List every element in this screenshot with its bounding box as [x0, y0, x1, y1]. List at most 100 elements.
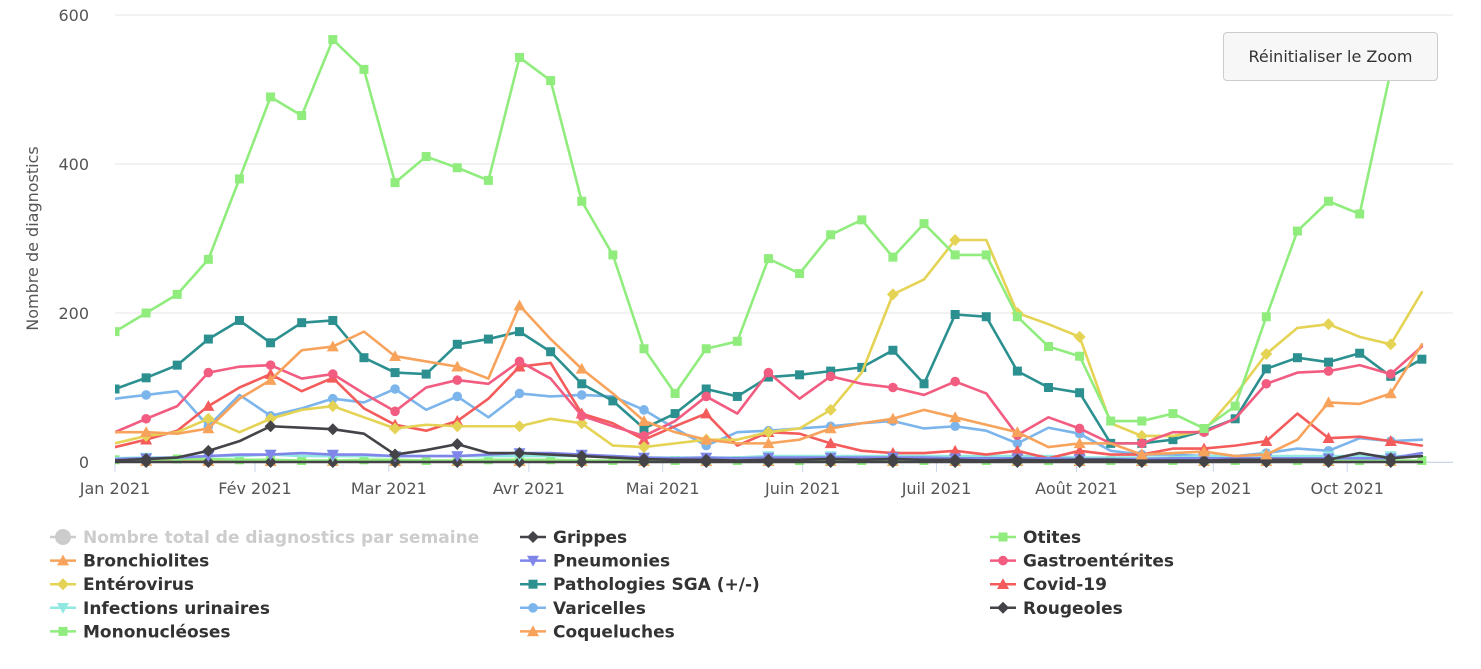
data-point[interactable]	[513, 447, 526, 460]
data-point[interactable]	[140, 453, 153, 466]
data-point[interactable]	[1355, 348, 1365, 358]
data-point[interactable]	[1322, 453, 1335, 466]
data-point[interactable]	[1073, 330, 1086, 343]
legend-item[interactable]: Varicelles	[520, 599, 646, 619]
data-point[interactable]	[637, 415, 650, 426]
data-point[interactable]	[452, 339, 462, 349]
data-point[interactable]	[141, 308, 151, 318]
data-point[interactable]	[513, 299, 526, 311]
data-point[interactable]	[1260, 347, 1273, 360]
data-point[interactable]	[297, 111, 307, 121]
data-point[interactable]	[950, 309, 960, 319]
data-point[interactable]	[608, 396, 618, 406]
data-point[interactable]	[826, 230, 836, 240]
legend-item[interactable]: Entérovirus	[50, 575, 194, 595]
data-point[interactable]	[1198, 445, 1211, 457]
data-point[interactable]	[701, 344, 711, 354]
series-line[interactable]	[115, 238, 1424, 449]
data-point[interactable]	[1137, 438, 1147, 449]
data-point[interactable]	[141, 373, 151, 383]
data-point[interactable]	[1199, 423, 1209, 433]
data-point[interactable]	[203, 254, 213, 264]
data-point[interactable]	[763, 367, 774, 378]
data-point[interactable]	[639, 344, 649, 354]
data-point[interactable]	[1292, 226, 1302, 236]
data-point[interactable]	[824, 403, 837, 416]
data-point[interactable]	[1075, 351, 1085, 361]
data-point[interactable]	[795, 370, 805, 380]
data-point[interactable]	[202, 412, 215, 425]
data-point[interactable]	[234, 174, 244, 184]
legend-item[interactable]: Grippes	[520, 528, 627, 548]
data-point[interactable]	[451, 420, 464, 433]
data-point[interactable]	[700, 453, 713, 466]
data-point[interactable]	[1135, 429, 1148, 442]
legend-item[interactable]: Pneumonies	[520, 552, 670, 572]
data-point[interactable]	[202, 400, 215, 411]
legend-item[interactable]: Nombre total de diagnostics par semaine	[50, 528, 479, 548]
data-point[interactable]	[1168, 435, 1178, 445]
reset-zoom-button[interactable]: Réinitialiser le Zoom	[1223, 32, 1438, 81]
data-point[interactable]	[1106, 416, 1116, 426]
legend-item[interactable]: Bronchiolites	[50, 552, 209, 572]
data-point[interactable]	[389, 422, 402, 435]
data-point[interactable]	[886, 288, 899, 301]
data-point[interactable]	[326, 400, 339, 413]
data-point[interactable]	[575, 417, 588, 430]
data-point[interactable]	[949, 453, 962, 466]
legend-item[interactable]: Pathologies SGA (+/-)	[520, 575, 760, 595]
data-point[interactable]	[421, 369, 431, 379]
data-point[interactable]	[1012, 366, 1022, 376]
data-point[interactable]	[483, 334, 493, 344]
data-point[interactable]	[637, 453, 650, 466]
data-point[interactable]	[359, 64, 369, 74]
data-point[interactable]	[763, 254, 773, 264]
series-line[interactable]	[115, 38, 1393, 430]
data-point[interactable]	[297, 318, 307, 328]
data-point[interactable]	[483, 455, 493, 465]
data-point[interactable]	[577, 196, 587, 206]
data-point[interactable]	[359, 455, 369, 465]
data-point[interactable]	[326, 449, 339, 461]
data-point[interactable]	[1198, 454, 1211, 467]
data-point[interactable]	[326, 340, 339, 352]
data-point[interactable]	[141, 413, 151, 424]
data-point[interactable]	[826, 366, 836, 376]
data-point[interactable]	[202, 422, 215, 434]
data-point[interactable]	[1168, 409, 1178, 419]
data-point[interactable]	[732, 336, 742, 346]
data-point[interactable]	[1260, 448, 1273, 460]
legend-item[interactable]: Infections urinaires	[50, 599, 270, 619]
data-point[interactable]	[389, 448, 402, 461]
data-point[interactable]	[172, 289, 182, 299]
data-point[interactable]	[886, 412, 899, 424]
data-point[interactable]	[1322, 318, 1335, 331]
data-point[interactable]	[111, 327, 120, 337]
data-point[interactable]	[949, 411, 962, 423]
data-point[interactable]	[264, 449, 277, 461]
data-point[interactable]	[328, 393, 338, 404]
data-point[interactable]	[950, 376, 960, 387]
data-point[interactable]	[670, 388, 680, 398]
data-point[interactable]	[950, 250, 960, 260]
data-point[interactable]	[762, 426, 775, 439]
data-point[interactable]	[266, 338, 276, 348]
data-point[interactable]	[513, 420, 526, 433]
data-point[interactable]	[1011, 444, 1024, 456]
data-point[interactable]	[390, 368, 400, 378]
data-point[interactable]	[1384, 338, 1397, 351]
data-point[interactable]	[1261, 364, 1271, 374]
data-point[interactable]	[390, 406, 400, 417]
data-point[interactable]	[886, 453, 899, 466]
data-point[interactable]	[1137, 416, 1147, 426]
data-point[interactable]	[981, 312, 991, 322]
data-point[interactable]	[576, 390, 587, 400]
data-point[interactable]	[637, 441, 650, 454]
data-point[interactable]	[172, 454, 182, 464]
data-point[interactable]	[1135, 448, 1148, 460]
data-point[interactable]	[1012, 438, 1023, 449]
data-point[interactable]	[451, 451, 464, 463]
data-point[interactable]	[888, 252, 898, 262]
data-point[interactable]	[1322, 432, 1335, 443]
data-point[interactable]	[919, 379, 929, 389]
